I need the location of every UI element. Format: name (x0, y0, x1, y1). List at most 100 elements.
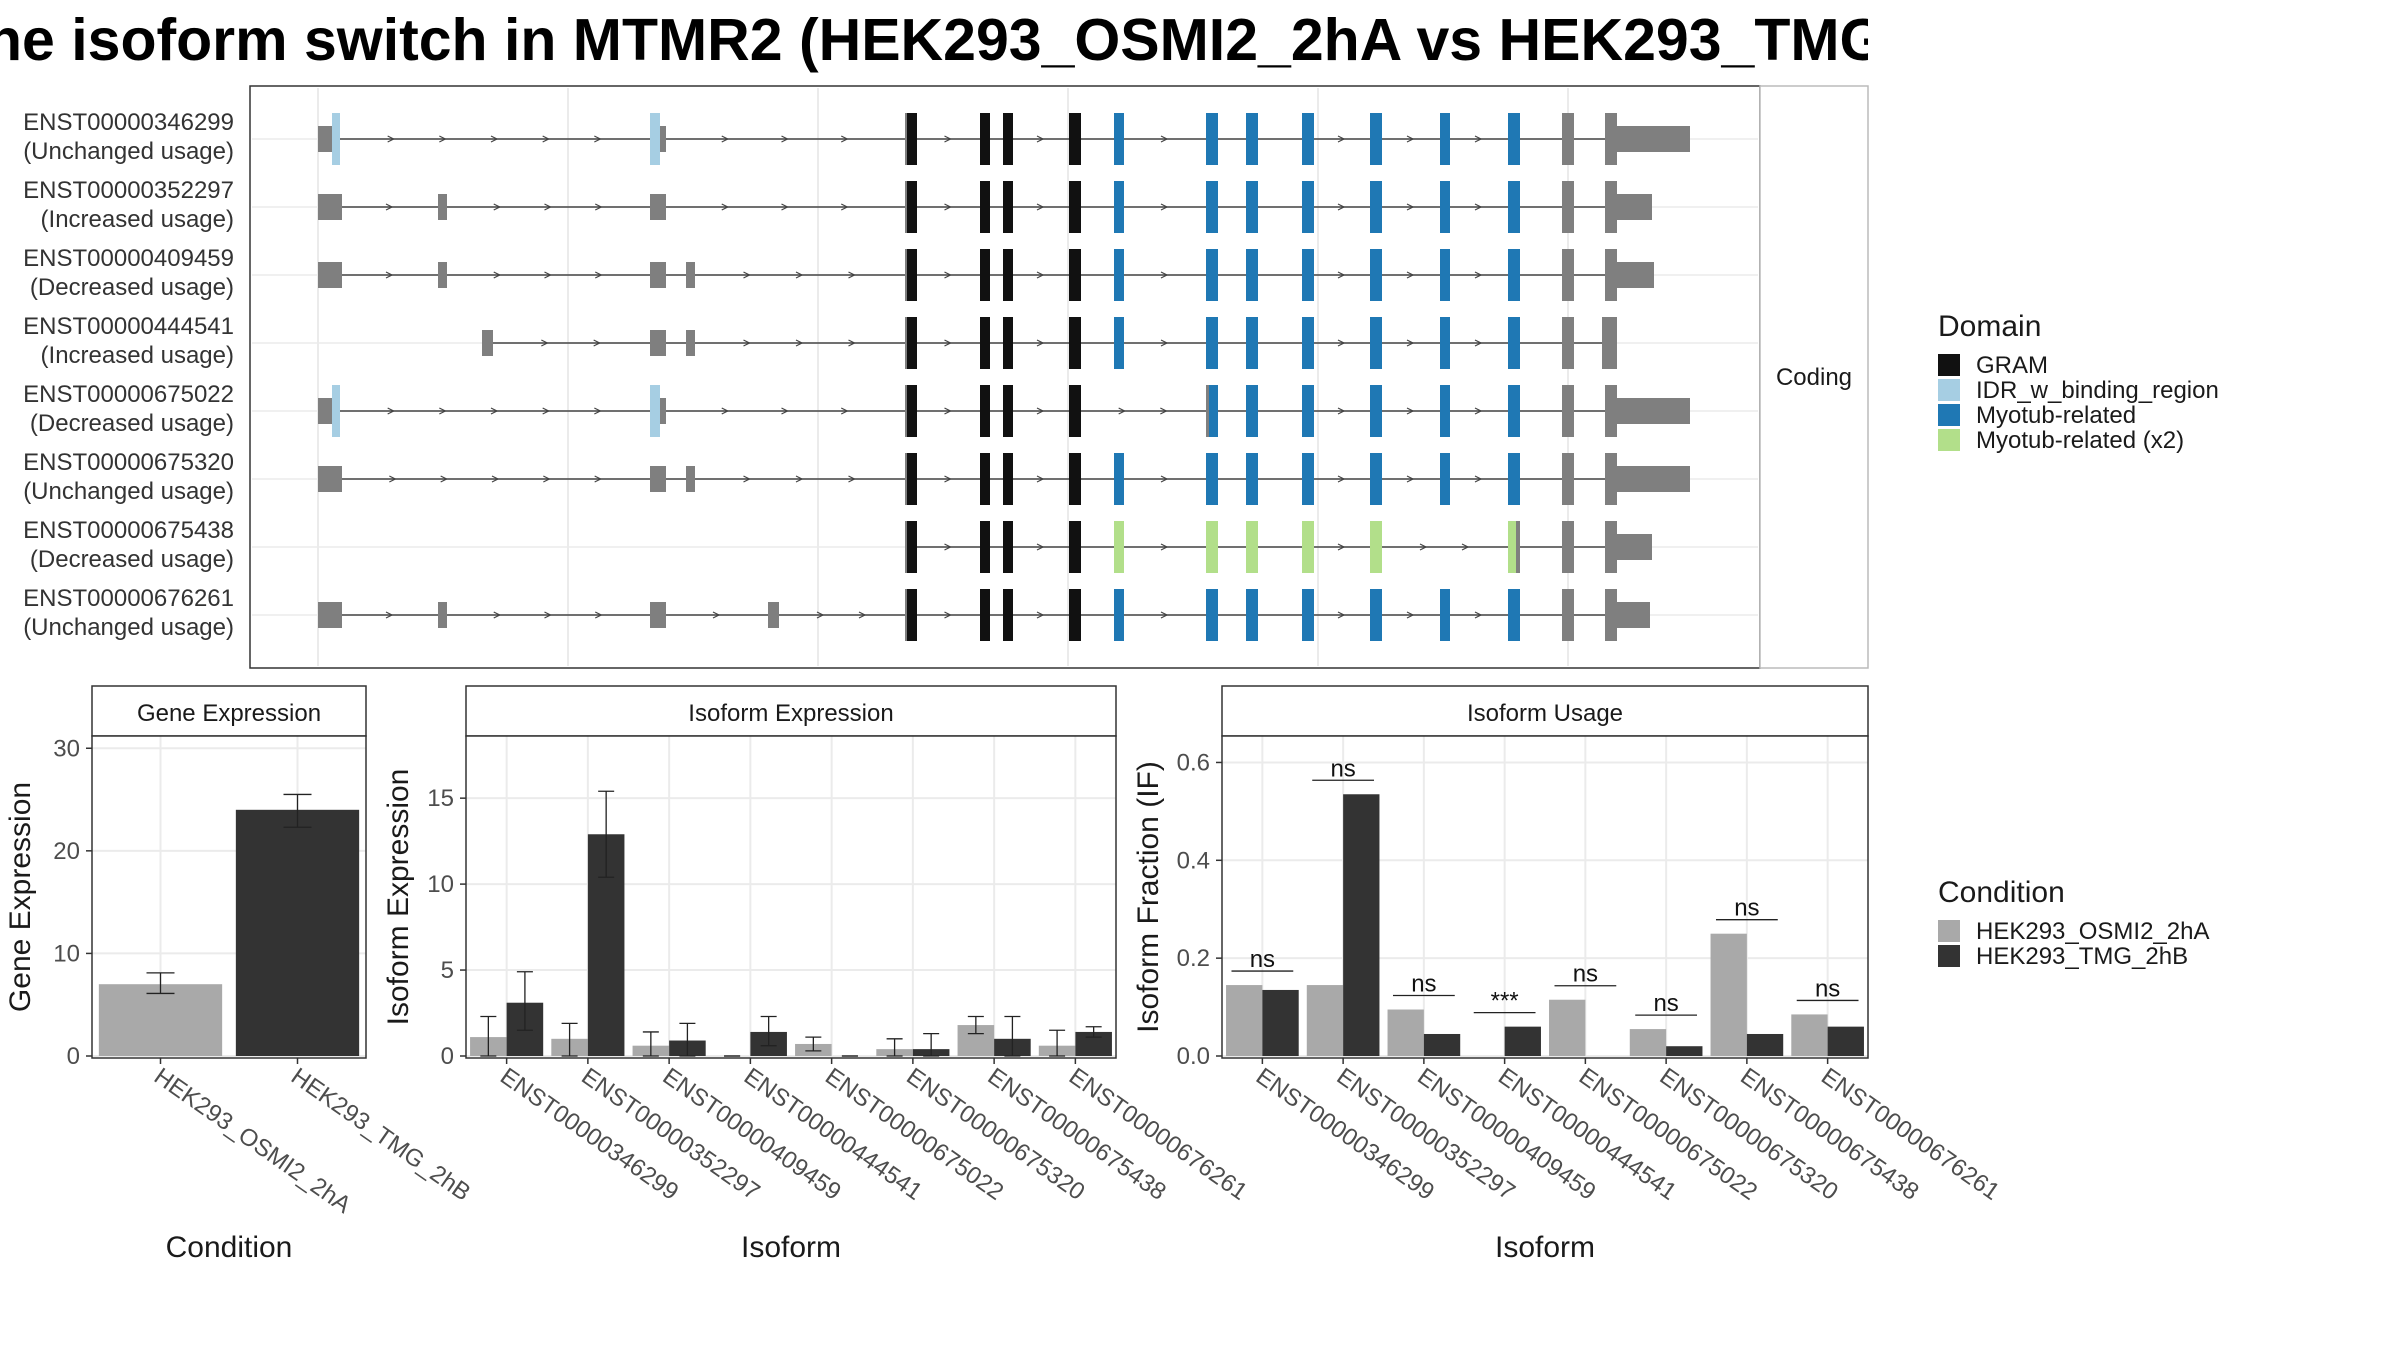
transcript-id-label: ENST00000409459 (23, 245, 234, 272)
exon (1370, 521, 1382, 573)
exon (650, 330, 666, 356)
panel-background (466, 736, 1116, 1058)
intron-arrow (1337, 611, 1346, 619)
intron-arrow (493, 203, 502, 211)
exon (438, 262, 447, 288)
exon (1114, 249, 1124, 301)
exon (1616, 262, 1654, 288)
intron-arrow (1036, 339, 1045, 347)
intron-arrow (594, 475, 603, 483)
exon (1003, 181, 1013, 233)
domain-legend-label: GRAM (1976, 352, 2048, 379)
intron-arrow (385, 203, 394, 211)
exon (1440, 589, 1450, 641)
transcript-usage-label: (Unchanged usage) (23, 614, 234, 641)
exon (1616, 126, 1690, 152)
exon (1562, 521, 1574, 573)
exon (1246, 589, 1258, 641)
exon (1605, 181, 1617, 233)
significance-label: ns (1411, 971, 1436, 998)
intron-arrow (848, 339, 856, 347)
transcript-track (318, 589, 1650, 641)
exon (980, 317, 990, 369)
exon (980, 521, 990, 573)
exon (686, 262, 695, 288)
exon (438, 602, 447, 628)
exon (686, 466, 695, 492)
intron-arrow (593, 339, 602, 347)
bar (1262, 989, 1299, 1056)
y-tick-label: 0.4 (1177, 847, 1210, 874)
domain-legend-key (1938, 404, 1960, 426)
exon (980, 249, 990, 301)
transcript-track (318, 385, 1690, 437)
intron-arrow (743, 475, 751, 483)
intron-arrow (840, 135, 849, 143)
intron-arrow (385, 611, 394, 619)
intron-arrow (544, 271, 552, 279)
exon (1616, 398, 1690, 424)
exon (1508, 181, 1520, 233)
exon (980, 113, 990, 165)
legends: DomainGRAMIDR_w_binding_regionMyotub-rel… (1938, 310, 2219, 970)
exon (650, 602, 666, 628)
panel-title: Isoform Expression (688, 700, 893, 727)
exon (1370, 317, 1382, 369)
exon (1206, 589, 1218, 641)
exon (1003, 317, 1013, 369)
bar (1423, 1033, 1461, 1056)
bar (1504, 1026, 1541, 1056)
intron-arrow (1337, 543, 1346, 551)
exon (1370, 589, 1382, 641)
y-tick-label: 10 (53, 940, 80, 967)
exon (1069, 589, 1081, 641)
intron-arrow (944, 135, 952, 143)
exon (1440, 317, 1450, 369)
y-tick-label: 10 (427, 871, 454, 898)
exon (1246, 113, 1258, 165)
exon (318, 466, 342, 492)
bar-panel: Isoform Usage0.00.20.40.6nsENST000003462… (1132, 685, 2004, 1264)
exon (1440, 453, 1450, 505)
exon (660, 398, 666, 424)
panel-strip (1221, 685, 1869, 737)
exon (686, 330, 695, 356)
panel-border (91, 735, 367, 1059)
x-axis-title: Isoform (741, 1231, 841, 1264)
exon (907, 589, 917, 641)
intron-arrow (944, 407, 952, 415)
exon (1302, 317, 1314, 369)
exon (1370, 385, 1382, 437)
y-tick-label: 0 (67, 1043, 80, 1070)
exon (1246, 453, 1258, 505)
exon (1246, 317, 1258, 369)
intron-arrow (795, 339, 804, 347)
y-axis-title: Isoform Fraction (IF) (1132, 761, 1165, 1033)
exon (1605, 521, 1617, 573)
intron-arrow (944, 339, 952, 347)
exon (1069, 113, 1081, 165)
intron-arrow (781, 203, 789, 211)
intron-arrow (743, 339, 751, 347)
transcript-usage-label: (Increased usage) (41, 342, 234, 369)
intron-arrow (543, 475, 551, 483)
exon (1562, 249, 1574, 301)
exon (1003, 249, 1013, 301)
exon (907, 453, 917, 505)
transcript-track (905, 521, 1652, 573)
exon (1069, 453, 1081, 505)
intron-arrow (1337, 135, 1346, 143)
facet-strip-label: Coding (1776, 364, 1852, 391)
intron-arrow (594, 271, 603, 279)
exon (980, 385, 990, 437)
intron-arrow (1406, 475, 1415, 483)
exon (1209, 385, 1218, 437)
transcript-usage-label: (Increased usage) (41, 206, 234, 233)
intron-arrow (1337, 475, 1346, 483)
intron-arrow (1036, 407, 1045, 415)
intron-arrow (1160, 339, 1169, 347)
transcript-track (318, 181, 1652, 233)
intron-arrow (1474, 271, 1483, 279)
bar-panel: Isoform Expression051015ENST00000346299E… (382, 685, 1252, 1264)
intron-arrow (1118, 407, 1127, 415)
